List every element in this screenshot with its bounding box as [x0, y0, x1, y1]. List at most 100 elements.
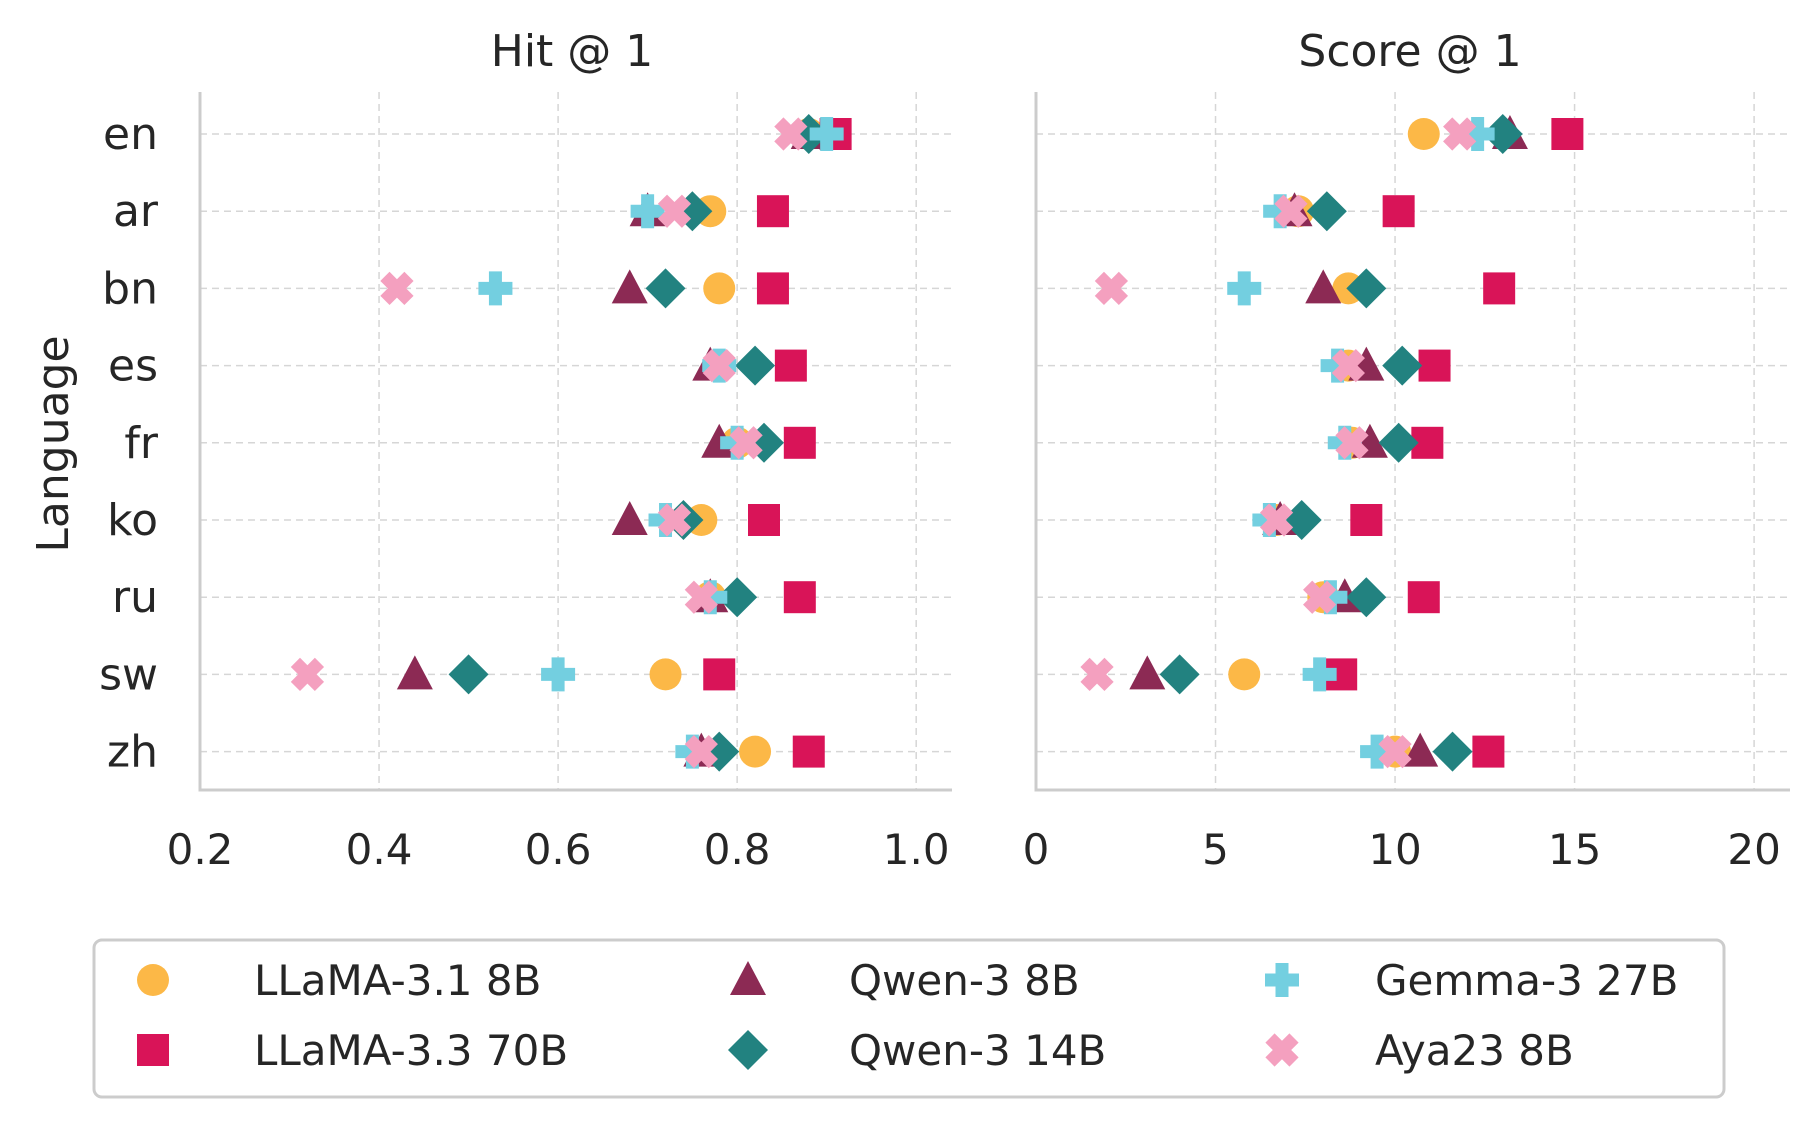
score-at-1-x-tick-labels: 0 5 10 15 20 — [1023, 825, 1781, 874]
y-axis-label: Language — [28, 335, 79, 552]
score-at-1-marker-qwen-3-8b-sw — [1129, 655, 1166, 690]
hit-at-1-marker-qwen-3-14b-sw — [448, 654, 489, 695]
score-at-1-markers — [1080, 114, 1584, 772]
legend: LLaMA-3.1 8B LLaMA-3.3 70B Qwen-3 8B Qwen-3… — [92, 938, 1726, 1099]
y-tick-label-zh: zh — [107, 727, 158, 778]
hit-at-1-marker-llama-3-1-8b-sw — [649, 658, 682, 691]
hit-at-1-marker-qwen-3-8b-sw — [396, 655, 433, 690]
score-at-1-marker-gemma-3-27b-bn — [1227, 271, 1262, 306]
hit-at-1-x-tick-label: 0.4 — [346, 825, 413, 874]
score-at-1-marker-gemma-3-27b-sw — [1302, 657, 1337, 692]
hit-at-1-x-tick-labels: 0.2 0.4 0.6 0.8 1.0 — [167, 825, 950, 874]
legend-items: LLaMA-3.1 8B LLaMA-3.3 70B Qwen-3 8B Qwen-3… — [137, 956, 1678, 1075]
legend-label-aya23-8b: Aya23 8B — [1375, 1026, 1574, 1075]
hit-at-1-marker-qwen-3-14b-bn — [645, 268, 686, 309]
hit-at-1-marker-aya23-8b-sw — [290, 657, 325, 692]
hit-at-1-marker-llama-3-3-70b-bn — [756, 272, 789, 305]
hit-at-1-marker-llama-3-1-8b-bn — [703, 272, 736, 305]
hit-at-1-marker-qwen-3-14b-ru — [717, 577, 758, 618]
hit-at-1-marker-aya23-8b-ar — [657, 194, 692, 228]
score-at-1-marker-qwen-3-14b-zh — [1432, 731, 1473, 772]
score-at-1-marker-llama-3-1-8b-sw — [1228, 658, 1261, 691]
hit-at-1-marker-qwen-3-8b-ko — [611, 501, 648, 535]
hit-at-1-axes-spine — [198, 92, 952, 792]
score-at-1-marker-llama-3-1-8b-en — [1407, 118, 1440, 150]
legend-marker-llama-3-3-70b — [137, 1034, 169, 1066]
hit-at-1-marker-aya23-8b-zh — [684, 734, 718, 769]
score-at-1-axes-spine — [1034, 92, 1790, 792]
hit-at-1-marker-llama-3-3-70b-ko — [748, 504, 780, 536]
legend-marker-qwen-3-14b — [728, 1030, 768, 1070]
legend-frame — [92, 938, 1726, 1099]
y-tick-label-ar: ar — [113, 186, 159, 237]
score-at-1-marker-gemma-3-27b-ru — [1313, 580, 1348, 615]
score-at-1-marker-llama-3-3-70b-bn — [1483, 272, 1516, 305]
hit-at-1-marker-gemma-3-27b-bn — [478, 271, 513, 306]
hit-at-1-marker-aya23-8b-en — [774, 117, 808, 151]
hit-at-1-x-tick-label: 0.6 — [525, 825, 592, 874]
y-tick-label-ko: ko — [107, 495, 158, 546]
score-at-1-marker-aya23-8b-sw — [1080, 657, 1114, 692]
hit-at-1-marker-gemma-3-27b-ar — [630, 194, 665, 229]
score-at-1-marker-llama-3-3-70b-ko — [1350, 504, 1383, 536]
score-at-1-x-tick-label: 0 — [1023, 825, 1050, 874]
score-at-1-marker-qwen-3-14b-ru — [1346, 577, 1387, 618]
score-at-1-x-tick-label: 15 — [1548, 825, 1601, 874]
score-at-1-marker-aya23-8b-ko — [1259, 503, 1294, 537]
score-at-1-panel: Score @ 1 0 5 10 15 20 — [1023, 26, 1790, 874]
hit-at-1-marker-qwen-3-14b-es — [735, 345, 776, 386]
hit-at-1-marker-llama-3-3-70b-fr — [783, 426, 816, 459]
score-at-1-marker-aya23-8b-fr — [1335, 426, 1369, 460]
score-at-1-title: Score @ 1 — [1298, 26, 1521, 77]
hit-at-1-marker-aya23-8b-ko — [657, 503, 692, 537]
score-at-1-marker-qwen-3-8b-zh — [1402, 732, 1439, 767]
hit-at-1-marker-qwen-3-8b-bn — [611, 269, 648, 304]
legend-marker-qwen-3-8b — [730, 961, 766, 995]
score-at-1-x-tick-label: 5 — [1202, 825, 1229, 874]
hit-at-1-marker-aya23-8b-es — [702, 348, 736, 383]
score-at-1-marker-aya23-8b-zh — [1378, 734, 1412, 769]
y-tick-label-en: en — [103, 109, 158, 160]
legend-label-qwen-3-14b: Qwen-3 14B — [849, 1026, 1106, 1075]
score-at-1-marker-qwen-3-14b-fr — [1378, 422, 1419, 463]
score-at-1-marker-qwen-3-14b-en — [1482, 114, 1523, 154]
hit-at-1-marker-llama-3-3-70b-ru — [783, 581, 816, 614]
hit-at-1-marker-aya23-8b-fr — [729, 426, 763, 460]
y-tick-label-fr: fr — [124, 418, 158, 469]
score-at-1-marker-aya23-8b-bn — [1094, 271, 1129, 306]
legend-label-gemma-3-27b: Gemma-3 27B — [1375, 956, 1678, 1005]
score-at-1-marker-aya23-8b-es — [1331, 348, 1365, 383]
score-at-1-marker-gemma-3-27b-zh — [1360, 734, 1395, 769]
score-at-1-marker-qwen-3-14b-ar — [1306, 191, 1347, 232]
score-at-1-marker-aya23-8b-ar — [1274, 194, 1308, 228]
hit-at-1-marker-llama-3-3-70b-ar — [756, 195, 789, 228]
hit-at-1-marker-llama-3-3-70b-es — [774, 349, 807, 382]
score-at-1-marker-gemma-3-27b-en — [1460, 117, 1495, 151]
legend-marker-gemma-3-27b — [1265, 963, 1299, 997]
y-tick-label-bn: bn — [102, 263, 158, 314]
score-at-1-marker-qwen-3-14b-ko — [1281, 500, 1322, 540]
y-tick-labels: en ar bn es fr ko ru sw zh — [99, 109, 159, 778]
y-tick-label-es: es — [108, 341, 158, 392]
hit-at-1-title: Hit @ 1 — [491, 26, 654, 77]
hit-at-1-marker-gemma-3-27b-en — [809, 117, 844, 151]
hit-at-1-marker-llama-3-1-8b-zh — [739, 735, 772, 768]
hit-at-1-x-tick-label: 0.2 — [167, 825, 234, 874]
legend-label-qwen-3-8b: Qwen-3 8B — [849, 956, 1080, 1005]
hit-at-1-markers — [290, 114, 852, 772]
legend-label-llama-3-1-8b: LLaMA-3.1 8B — [254, 956, 541, 1005]
score-at-1-marker-gemma-3-27b-ar — [1263, 194, 1298, 229]
legend-marker-llama-3-1-8b — [137, 964, 169, 996]
legend-marker-aya23-8b — [1265, 1033, 1299, 1067]
hit-at-1-x-tick-label: 1.0 — [883, 825, 950, 874]
hit-at-1-marker-gemma-3-27b-sw — [541, 657, 576, 692]
hit-at-1-marker-llama-3-3-70b-sw — [703, 658, 736, 691]
score-at-1-marker-aya23-8b-en — [1443, 117, 1477, 151]
score-at-1-marker-gemma-3-27b-es — [1320, 348, 1355, 383]
legend-label-llama-3-3-70b: LLaMA-3.3 70B — [254, 1026, 568, 1075]
score-at-1-marker-aya23-8b-ru — [1303, 580, 1337, 614]
score-at-1-x-tick-label: 10 — [1368, 825, 1421, 874]
score-at-1-marker-llama-3-3-70b-es — [1418, 349, 1451, 382]
score-at-1-marker-llama-3-3-70b-ar — [1382, 195, 1415, 228]
